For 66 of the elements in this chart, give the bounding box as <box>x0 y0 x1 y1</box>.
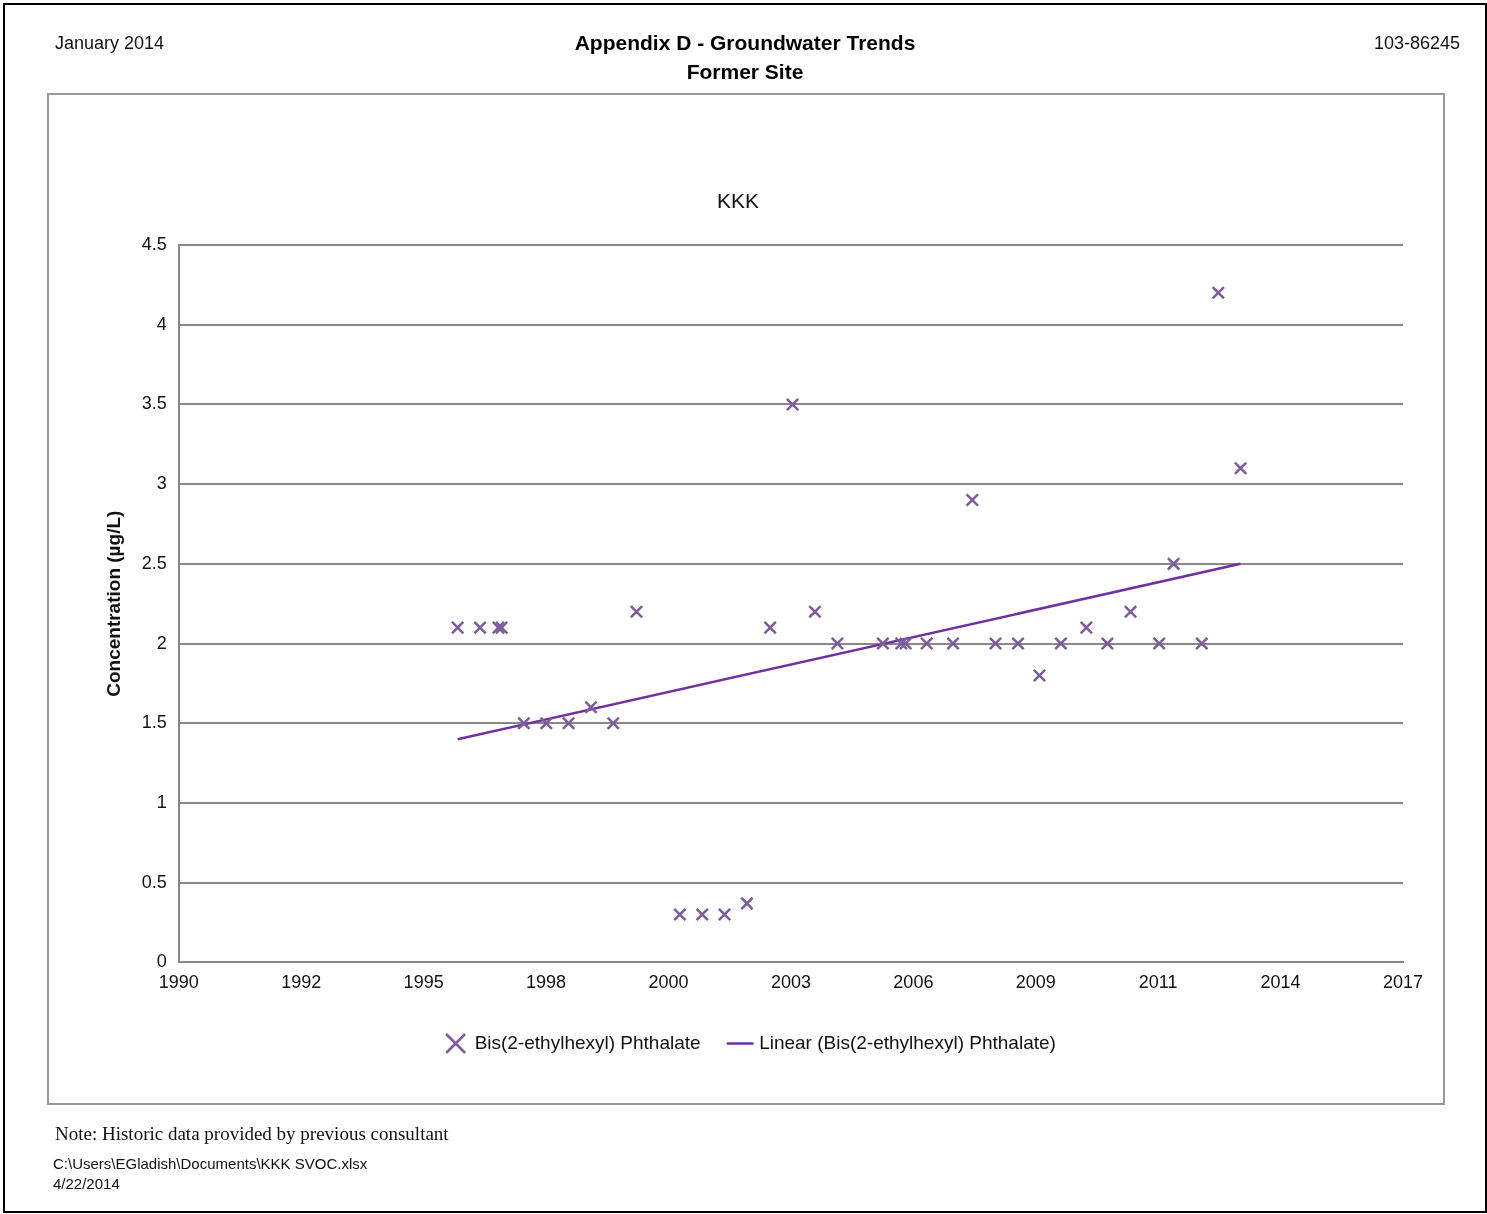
y-tick-label: 3.5 <box>141 393 167 414</box>
legend-label: Linear (Bis(2-ethylhexyl) Phthalate) <box>759 1031 1056 1053</box>
point <box>695 907 710 922</box>
y-tick-label: 2 <box>156 632 167 653</box>
point <box>946 636 960 651</box>
text: 103-86245 <box>1373 33 1460 54</box>
point <box>1166 556 1181 571</box>
x-tick-label: 1998 <box>526 972 567 993</box>
chart-title: Appendix D - Groundwater Trends <box>574 31 916 54</box>
point <box>629 604 644 619</box>
x-tick-label: 2006 <box>893 972 934 993</box>
x-tick-label: 2014 <box>1260 972 1301 993</box>
point <box>672 907 687 922</box>
point <box>1032 668 1047 683</box>
x-tick-label: 2017 <box>1382 972 1424 993</box>
point <box>606 716 621 731</box>
point <box>919 636 934 651</box>
x-tick-label: 1992 <box>281 972 322 993</box>
point <box>1123 604 1138 619</box>
point <box>1011 636 1025 651</box>
chart-subtitle: Former Site <box>685 60 805 84</box>
point <box>875 636 890 651</box>
point <box>740 896 754 911</box>
point <box>1079 620 1094 635</box>
point <box>785 397 800 412</box>
point <box>763 620 778 635</box>
y-tick-label: 3 <box>156 473 167 494</box>
text: KKK <box>717 189 760 213</box>
point <box>1152 636 1167 651</box>
point <box>830 636 845 651</box>
point <box>965 493 980 507</box>
point <box>1211 285 1226 300</box>
x-tick-label: 1990 <box>158 972 199 993</box>
text: C:\Users\EGladish\Documents\KKK SVOC.xlsx <box>53 1155 368 1172</box>
point <box>539 716 554 731</box>
point <box>1194 636 1209 651</box>
y-tick-label: 4 <box>156 313 167 334</box>
y-tick-label: 1 <box>156 791 167 812</box>
legend-label: Bis(2-ethylhexyl) Phthalate <box>474 1031 701 1053</box>
point <box>988 636 1003 651</box>
point <box>717 907 732 922</box>
point <box>894 636 909 651</box>
text: 4/22/2014 <box>53 1175 120 1192</box>
x-tick-label: 2009 <box>1015 972 1056 993</box>
x-tick-label: 2011 <box>1138 972 1178 993</box>
text: Note: Historic data provided by previous consultant <box>55 1123 449 1145</box>
x-tick-label: 2000 <box>648 972 689 993</box>
y-tick-label: 1.5 <box>141 712 167 733</box>
y-tick-label: 4.5 <box>141 233 167 254</box>
point <box>1233 461 1248 476</box>
point <box>1053 636 1068 651</box>
y-tick-label: 0 <box>156 951 167 972</box>
point <box>584 700 598 715</box>
x-tick-label: 1995 <box>403 972 444 993</box>
point <box>516 716 531 731</box>
text: January 2014 <box>55 33 165 54</box>
y-tick-label: 2.5 <box>141 552 167 573</box>
point <box>473 620 487 635</box>
point <box>450 620 465 635</box>
point <box>1100 636 1115 651</box>
point <box>808 604 822 619</box>
x-tick-label: 2003 <box>770 972 811 993</box>
point <box>898 636 913 651</box>
point <box>561 716 576 731</box>
y-axis-title: Concentration (µg/L) <box>102 510 124 697</box>
y-tick-label: 0.5 <box>141 871 167 892</box>
